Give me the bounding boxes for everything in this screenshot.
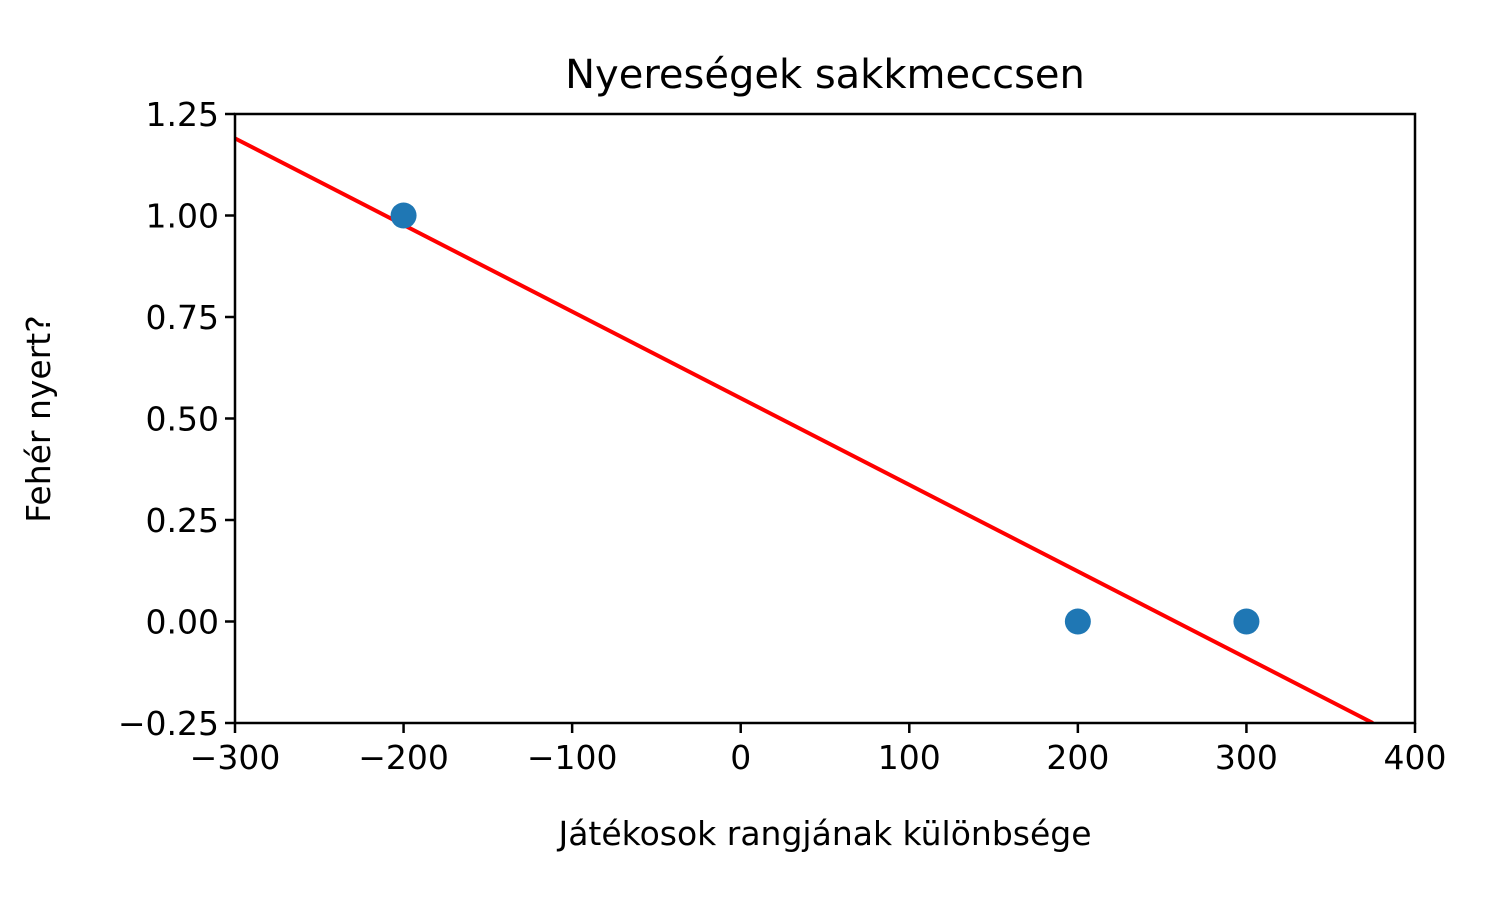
x-tick-label: 300 xyxy=(1215,738,1278,777)
plot-frame xyxy=(233,112,1417,725)
y-tick-label: 0.50 xyxy=(146,400,219,439)
y-tick-label: −0.25 xyxy=(118,704,219,743)
y-axis-label: Fehér nyert? xyxy=(19,315,58,523)
data-point xyxy=(390,202,417,229)
chart-title: Nyereségek sakkmeccsen xyxy=(565,52,1085,98)
data-point xyxy=(1233,608,1260,635)
data-point xyxy=(1064,608,1091,635)
y-tick-label: 0.75 xyxy=(146,298,219,337)
fit-line xyxy=(235,136,1374,723)
x-tick-label: 200 xyxy=(1046,738,1109,777)
x-tick-label: −100 xyxy=(527,738,618,777)
plot-area: −300 −200 −100 0 100 200 300 400 −0.25 0.00 0.25 0.… xyxy=(118,95,1447,777)
x-tick-label: 0 xyxy=(730,738,751,777)
x-tick-label: 400 xyxy=(1384,738,1447,777)
x-axis-label: Játékosok rangjának különbsége xyxy=(556,814,1091,853)
y-tick-label: 1.25 xyxy=(146,95,219,134)
y-tick-label: 1.00 xyxy=(146,197,219,236)
x-tick-label: −300 xyxy=(190,738,281,777)
y-tick-label: 0.00 xyxy=(146,603,219,642)
x-tick-label: −200 xyxy=(358,738,449,777)
y-tick-label: 0.25 xyxy=(146,501,219,540)
x-tick-label: 100 xyxy=(878,738,941,777)
